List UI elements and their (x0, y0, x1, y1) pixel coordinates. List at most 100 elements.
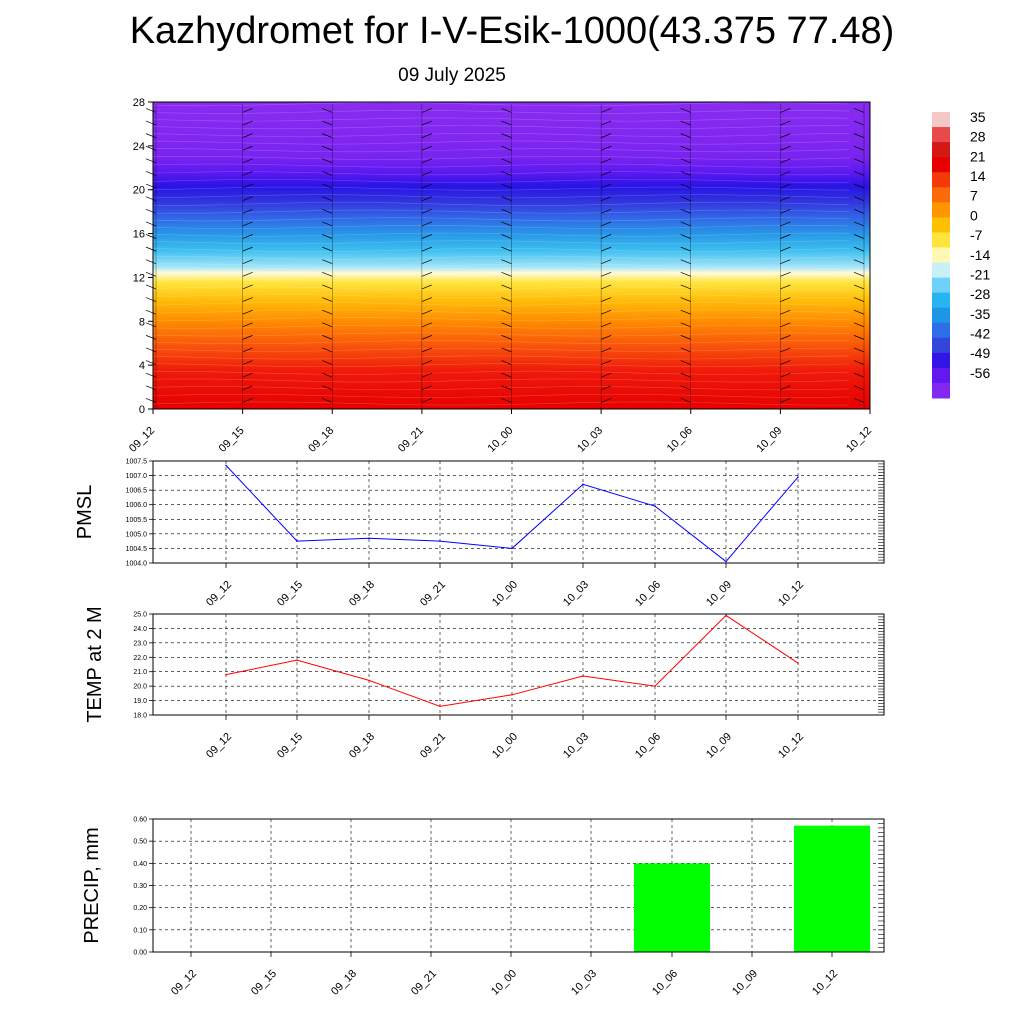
wind-barb (780, 398, 791, 403)
wind-barb (780, 120, 791, 126)
heatmap-contour (152, 340, 850, 345)
wind-barb (145, 360, 157, 365)
wind-barb (145, 171, 157, 176)
wind-barb (853, 133, 865, 138)
wind-barb (680, 272, 691, 277)
bar (634, 863, 710, 952)
x-tick-label: 10_06 (633, 579, 663, 609)
colorbar-segment (932, 337, 950, 354)
wind-barb (600, 309, 612, 315)
wind-barb (145, 347, 157, 353)
y-tick-label: 0.50 (133, 839, 147, 846)
heatmap-contour (152, 317, 850, 321)
wind-barb (600, 221, 612, 227)
wind-barb (853, 208, 865, 214)
wind-barb (853, 347, 865, 353)
colorbar-segment (932, 157, 950, 173)
wind-barb (145, 272, 157, 277)
heatmap-contour (152, 271, 850, 275)
wind-barb (853, 398, 865, 403)
heatmap-x-tick-label: 10_09 (754, 425, 784, 455)
wind-barb (242, 208, 253, 214)
heatmap-contour (152, 378, 850, 383)
wind-barb (242, 183, 253, 189)
colorbar-label: -14 (970, 247, 990, 263)
wind-barb (421, 221, 433, 227)
wind-barb (242, 171, 253, 176)
wind-barb (853, 120, 865, 126)
wind-barb (780, 347, 791, 353)
x-tick-label: 10_09 (704, 731, 734, 761)
wind-barb (501, 158, 512, 164)
wind-barb (242, 196, 253, 202)
colorbar-label: 7 (970, 188, 978, 204)
wind-barb (145, 158, 157, 164)
wind-barb (501, 322, 512, 328)
heatmap-contour (152, 301, 850, 306)
wind-barb (322, 309, 333, 315)
heatmap-contour (152, 386, 850, 391)
wind-barb (501, 246, 512, 252)
wind-barb (242, 284, 253, 290)
wind-barb (600, 259, 612, 265)
heatmap-y-tick-label: 24 (133, 141, 145, 153)
wind-barb (780, 183, 791, 189)
wind-barb (242, 385, 253, 391)
wind-barb (322, 335, 333, 340)
wind-barb (322, 221, 333, 227)
wind-barb (322, 360, 333, 365)
wind-barb (600, 385, 612, 391)
wind-barb (322, 171, 333, 176)
wind-barb (421, 347, 433, 353)
wind-barb (680, 297, 691, 302)
wind-barb (853, 297, 865, 302)
y-tick-label: 0.10 (133, 927, 147, 934)
wind-barb (322, 145, 333, 151)
data-point (368, 679, 370, 682)
heatmap-contour (152, 324, 850, 329)
wind-barb (322, 196, 333, 202)
wind-barb (421, 171, 433, 176)
wind-barb (600, 347, 612, 353)
heatmap-contour (152, 255, 850, 260)
wind-barb (853, 171, 865, 176)
y-tick-label: 0.30 (133, 883, 147, 890)
heatmap-x-tick-label: 09_12 (127, 425, 157, 455)
chart-date: 09 July 2025 (398, 65, 506, 86)
y-tick-label: 19.0 (133, 698, 147, 705)
data-point (296, 659, 298, 661)
wind-barb (501, 309, 512, 315)
heatmap-x-tick-label: 09_18 (306, 425, 336, 455)
wind-barb (501, 385, 512, 391)
wind-barb (780, 360, 791, 365)
colorbar-label: 14 (970, 168, 986, 184)
heatmap-x-tick-label: 10_06 (665, 425, 695, 455)
wind-barb (421, 385, 433, 391)
colorbar-segment (932, 202, 950, 218)
wind-barb (501, 234, 512, 239)
x-tick-label: 09_21 (418, 731, 448, 761)
colorbar-label: 21 (970, 148, 986, 164)
wind-barb (600, 398, 612, 403)
y-tick-label: 1006.5 (126, 488, 148, 495)
wind-barb (421, 246, 433, 252)
y-tick-label: 1004.5 (126, 546, 148, 553)
wind-barb (242, 322, 253, 328)
wind-barb (421, 145, 433, 151)
wind-barb (145, 284, 157, 290)
wind-barb (421, 284, 433, 290)
wind-barb (421, 259, 433, 265)
wind-barb (501, 272, 512, 277)
wind-barb (145, 297, 157, 302)
heatmap-contour (152, 179, 850, 183)
data-point (511, 547, 513, 550)
wind-barb (680, 259, 691, 265)
heatmap-contour (152, 248, 850, 252)
heatmap-contour (152, 140, 850, 145)
heatmap-contour (152, 263, 850, 268)
wind-barb (145, 372, 157, 378)
wind-barb (600, 183, 612, 189)
heatmap-x-tick-label: 09_15 (217, 425, 247, 455)
colorbar-segment (932, 292, 950, 309)
wind-barb (680, 284, 691, 290)
